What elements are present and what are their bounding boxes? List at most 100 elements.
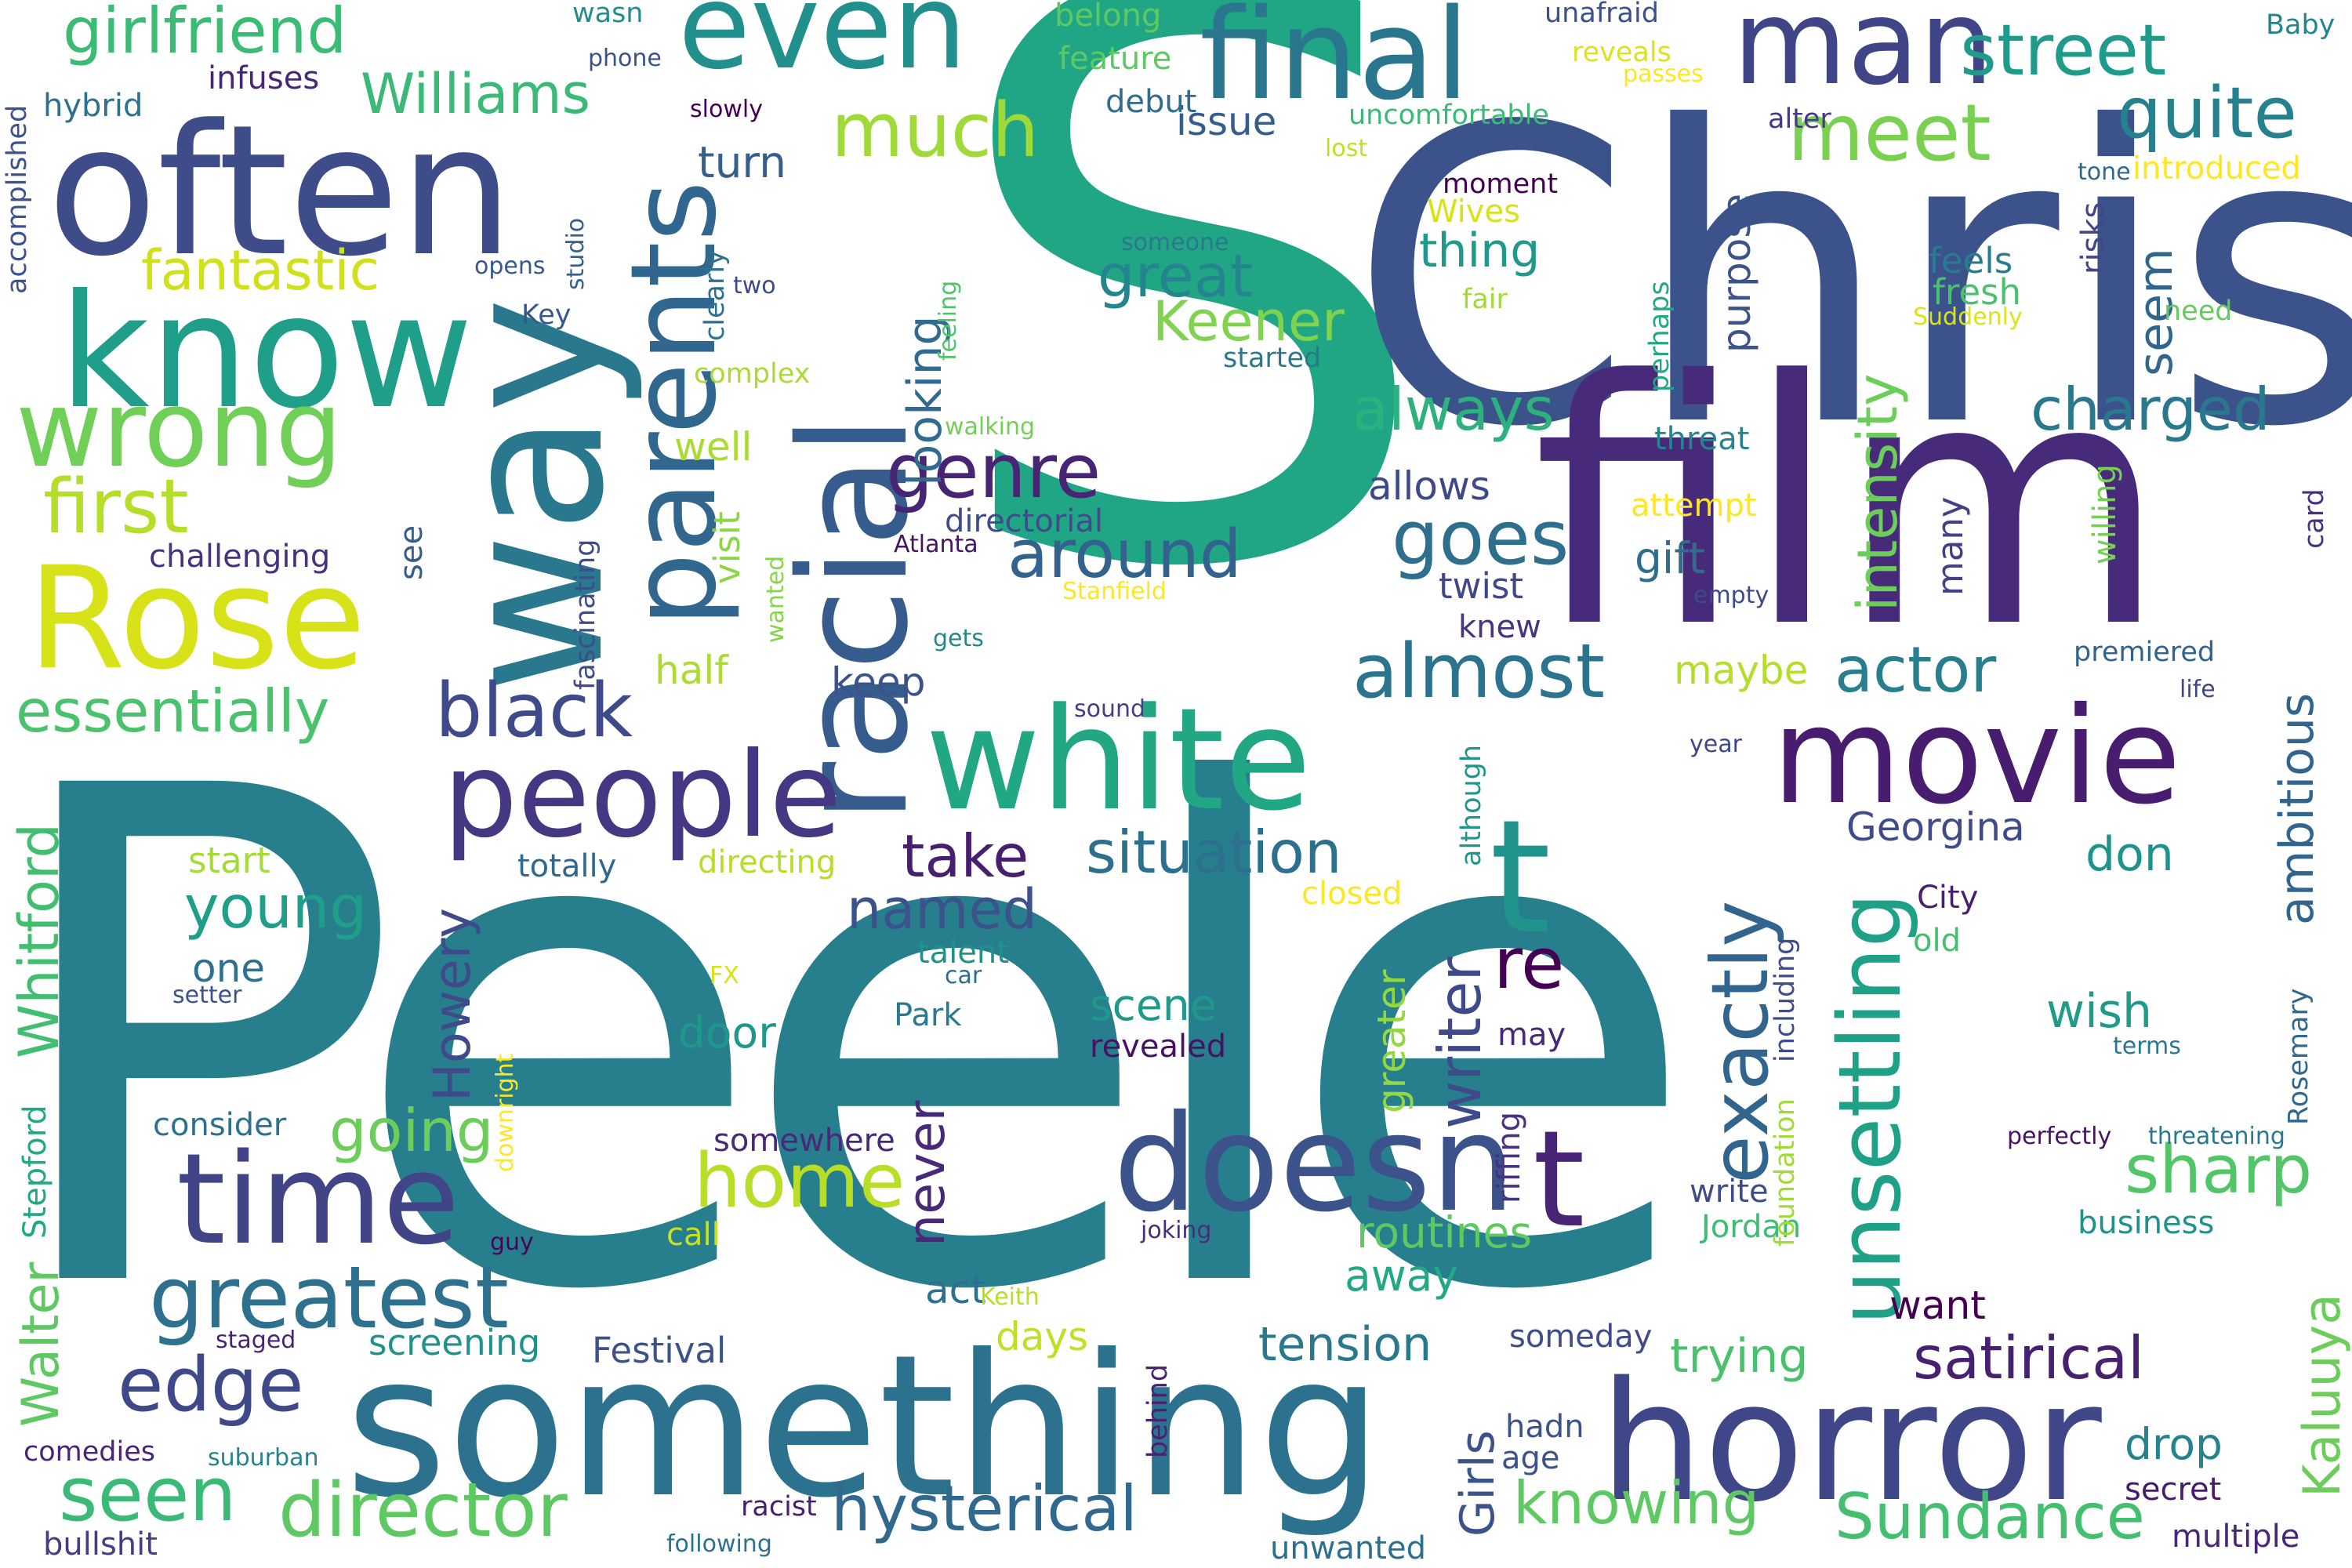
word-even: even	[678, 0, 967, 96]
word-young: young	[184, 873, 367, 942]
word-sundance: Sundance	[1835, 1480, 2145, 1553]
word-riffing: riffing	[1491, 1112, 1527, 1203]
word-clearly: clearly	[699, 249, 731, 341]
word-greater: greater	[1369, 969, 1414, 1113]
word-intensity: intensity	[1846, 373, 1910, 612]
word-keith: Keith	[980, 1283, 1040, 1311]
word-alter: alter	[1768, 103, 1831, 135]
word-multiple: multiple	[2172, 1519, 2300, 1555]
word-half: half	[655, 648, 728, 693]
word-tension: tension	[1258, 1317, 1432, 1372]
word-business: business	[2078, 1205, 2215, 1241]
word-williams: Williams	[361, 62, 591, 126]
word-write: write	[1690, 1174, 1769, 1210]
word-knew: knew	[1458, 609, 1541, 645]
word-named: named	[847, 877, 1037, 942]
word-never: never	[898, 1100, 956, 1247]
word-horror: horror	[1599, 1346, 2102, 1538]
word-goes: goes	[1392, 495, 1570, 582]
word-always: always	[1352, 375, 1555, 444]
word-walking: walking	[945, 413, 1036, 441]
word-behind: behind	[1142, 1363, 1174, 1458]
word-risks: risks	[2075, 201, 2111, 274]
word-perfectly: perfectly	[2007, 1123, 2112, 1150]
word-bullshit: bullshit	[43, 1526, 158, 1563]
word-routines: routines	[1356, 1207, 1533, 1258]
word-actor: actor	[1835, 633, 1997, 706]
word-racist: racist	[741, 1491, 817, 1523]
word-going: going	[329, 1096, 494, 1165]
word-well: well	[674, 424, 753, 470]
word-wish: wish	[2046, 984, 2153, 1039]
word-card: card	[2299, 488, 2330, 549]
word-movie: movie	[1772, 679, 2182, 834]
word-comedies: comedies	[24, 1436, 155, 1468]
word-take: take	[902, 822, 1029, 891]
word-georgina: Georgina	[1846, 804, 2025, 850]
word-fair: fair	[1462, 284, 1508, 315]
word-one: one	[192, 946, 266, 991]
word-atlanta: Atlanta	[894, 531, 978, 558]
word-kaluuya: Kaluuya	[2293, 1293, 2352, 1497]
word-accomplished: accomplished	[2, 104, 33, 294]
word-lost: lost	[1325, 135, 1368, 162]
word-scene: scene	[1090, 980, 1217, 1030]
word-terms: terms	[2113, 1033, 2181, 1060]
word-final: final	[1200, 0, 1470, 128]
word-keep: keep	[831, 659, 926, 705]
word-people: people	[443, 728, 842, 864]
word-key: Key	[521, 299, 572, 331]
word-empty: empty	[1693, 582, 1769, 609]
word-wives: Wives	[1427, 194, 1520, 230]
word-whitford: Whitford	[7, 823, 71, 1058]
word-walter: Walter	[12, 1261, 71, 1427]
word-screening: screening	[368, 1322, 541, 1363]
word-joking: joking	[1141, 1217, 1212, 1244]
word-satirical: satirical	[1913, 1323, 2144, 1392]
word-something: something	[345, 1312, 1383, 1541]
word-age: age	[1501, 1440, 1560, 1476]
word-suburban: suburban	[208, 1444, 319, 1472]
word-unsettling: unsettling	[1820, 892, 1920, 1325]
word-peele: Peele	[0, 645, 1702, 1439]
word-sharp: sharp	[2125, 1131, 2313, 1209]
word-premiered: premiered	[2074, 637, 2216, 668]
word-suddenly: Suddenly	[1913, 303, 2023, 331]
word-park: Park	[894, 997, 962, 1033]
word-situation: situation	[1086, 818, 1342, 887]
word-almost: almost	[1352, 629, 1606, 715]
word-introduced: introduced	[2132, 151, 2301, 187]
word-essentially: essentially	[16, 677, 330, 746]
word-consider: consider	[153, 1107, 287, 1143]
word-gets: gets	[933, 625, 984, 652]
word-call: call	[666, 1217, 720, 1253]
word-man: man	[1733, 0, 1994, 111]
word-wasn: wasn	[572, 0, 644, 29]
word-drop: drop	[2125, 1419, 2223, 1469]
word-exactly: exactly	[1694, 900, 1786, 1184]
word-want: want	[1889, 1283, 1986, 1328]
word-t-large: t	[1490, 786, 1552, 969]
word-twist: twist	[1439, 565, 1524, 607]
word-totally: totally	[517, 848, 617, 884]
word-although: although	[1456, 744, 1487, 866]
word-don: don	[2085, 827, 2174, 882]
word-trying: trying	[1670, 1329, 1809, 1384]
word-genre: genre	[886, 429, 1102, 515]
word-seen: seen	[59, 1452, 237, 1538]
word-away: away	[1345, 1250, 1458, 1301]
word-passes: passes	[1623, 60, 1704, 88]
word-unafraid: unafraid	[1544, 0, 1659, 29]
word-following: following	[666, 1530, 772, 1558]
word-charged: charged	[2031, 375, 2270, 444]
word-challenging: challenging	[149, 539, 331, 575]
word-maybe: maybe	[1674, 648, 1809, 693]
word-fresh: fresh	[1933, 271, 2022, 313]
word-howery: Howery	[423, 908, 482, 1102]
word-revealed: revealed	[1090, 1029, 1227, 1065]
word-started: started	[1223, 343, 1322, 374]
word-rose: Rose	[27, 537, 366, 701]
word-closed: closed	[1301, 876, 1403, 912]
word-white: white	[925, 678, 1312, 842]
word-hysterical: hysterical	[831, 1472, 1138, 1545]
